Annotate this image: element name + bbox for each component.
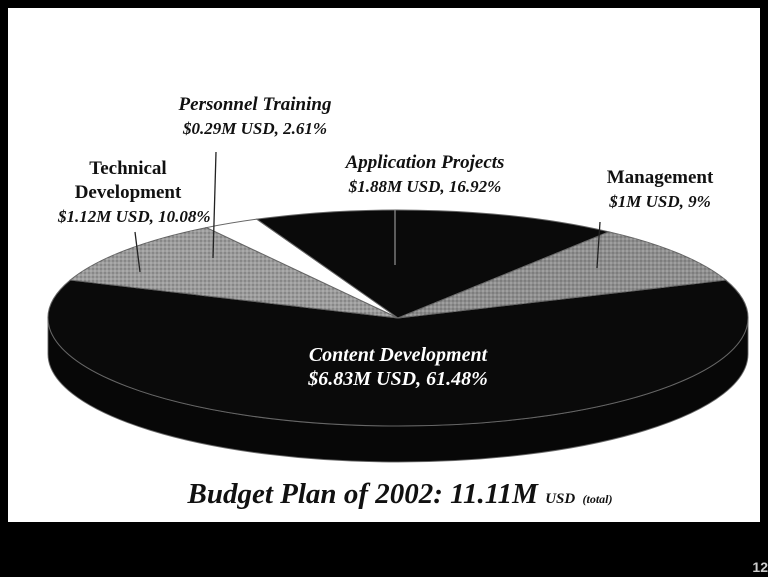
slice-label: Content Development $6.83M USD, 61.48% [308,343,487,391]
slice [47,279,749,427]
value-label: $6.83M USD, 61.48% [308,368,488,390]
category-label: Management [606,167,714,188]
title-unit: USD [545,491,576,507]
slice-label: Management $1M USD, 9% [607,166,714,214]
value-label: $1.88M USD, 16.92% [348,177,502,196]
slice-label: Personnel Training $0.29M USD, 2.61% [179,93,332,141]
slice-side-shade [48,318,748,462]
slice-texture [398,231,726,318]
value-label: $0.29M USD, 2.61% [182,119,328,138]
category-label: Application Projects [345,152,505,173]
chart-title: Budget Plan of 2002: 11.11M USD (total) [188,478,613,511]
value-label: $1.12M USD, 10.08% [58,207,211,226]
slice-label: Technical Development $1.12M USD, 10.08% [58,157,211,229]
slice-label: Application Projects $1.88M USD, 16.92% [346,151,505,199]
value-label: $1M USD, 9% [609,192,711,211]
slice [255,209,611,319]
leader-line [596,221,601,269]
leader-line [134,231,141,273]
leader-lines [134,151,601,273]
leader-line [212,151,217,259]
title-main: Budget Plan of 2002: 11.11M [187,478,538,510]
category-label: Technical Development [74,158,182,203]
page-number: 12 [752,559,768,575]
title-note: (total) [582,492,613,506]
category-label: Content Development [308,344,488,366]
pie [47,209,749,463]
slice-texture [70,227,398,318]
category-label: Personnel Training [178,94,332,115]
